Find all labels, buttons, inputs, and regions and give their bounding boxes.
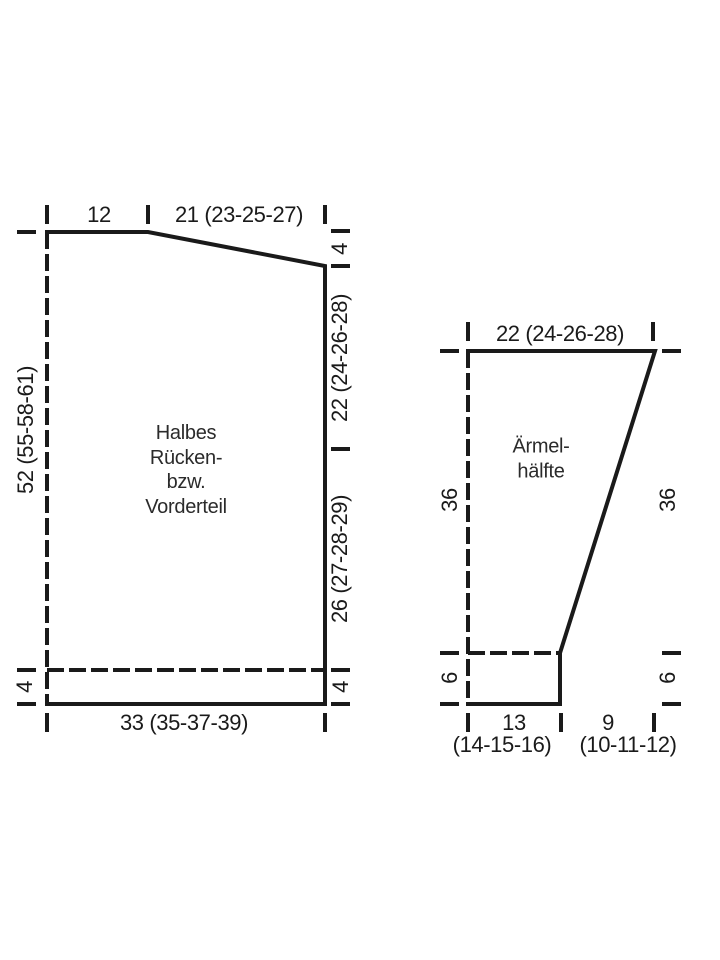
back-piece-title-line: bzw. <box>166 471 206 493</box>
dim-sleeve-cuff-width: 13 <box>502 710 526 735</box>
sleeve-piece-title-line: Ärmel- <box>512 435 570 458</box>
back-piece-outline <box>45 230 327 706</box>
back-piece-title-line: Vorderteil <box>145 495 227 518</box>
dim-back-bottom-width: 33 (35-37-39) <box>119 710 249 735</box>
dim-back-armhole-depth: 22 (24-26-28) <box>327 293 352 423</box>
back-piece-title-line: Rücken- <box>149 446 223 469</box>
dim-sleeve-slope-offset-sizes: (10-11-12) <box>579 732 677 757</box>
dim-back-neck-width: 12 <box>87 202 111 227</box>
back-piece-tick-marks <box>17 205 350 732</box>
dim-sleeve-top-width: 22 (24-26-28) <box>495 321 625 346</box>
dim-back-total-length: 52 (55-58-61) <box>13 365 38 495</box>
dim-back-side-length: 26 (27-28-29) <box>327 494 352 624</box>
dim-sleeve-length-right: 36 <box>655 488 680 512</box>
dim-sleeve-slope-offset: 9 <box>602 710 614 735</box>
dim-sleeve-rib-height-left: 6 <box>437 672 462 684</box>
dim-back-rib-height-right: 4 <box>328 681 353 693</box>
dim-sleeve-cuff-width-sizes: (14-15-16) <box>452 732 552 757</box>
dim-sleeve-length-left: 36 <box>437 488 462 512</box>
dim-back-rib-height-left: 4 <box>12 681 37 693</box>
sleeve-piece-title-line: hälfte <box>517 460 565 482</box>
sleeve-piece-title: Ärmel- hälfte <box>512 434 569 483</box>
back-piece-title-line: Halbes <box>155 421 217 444</box>
sleeve-piece-tick-marks <box>440 322 681 732</box>
back-piece-title: Halbes Rücken- bzw. Vorderteil <box>145 421 227 519</box>
dim-back-shoulder-drop: 4 <box>327 243 352 255</box>
dim-back-shoulder-width: 21 (23-25-27) <box>174 202 304 227</box>
dim-sleeve-rib-height-right: 6 <box>655 672 680 684</box>
